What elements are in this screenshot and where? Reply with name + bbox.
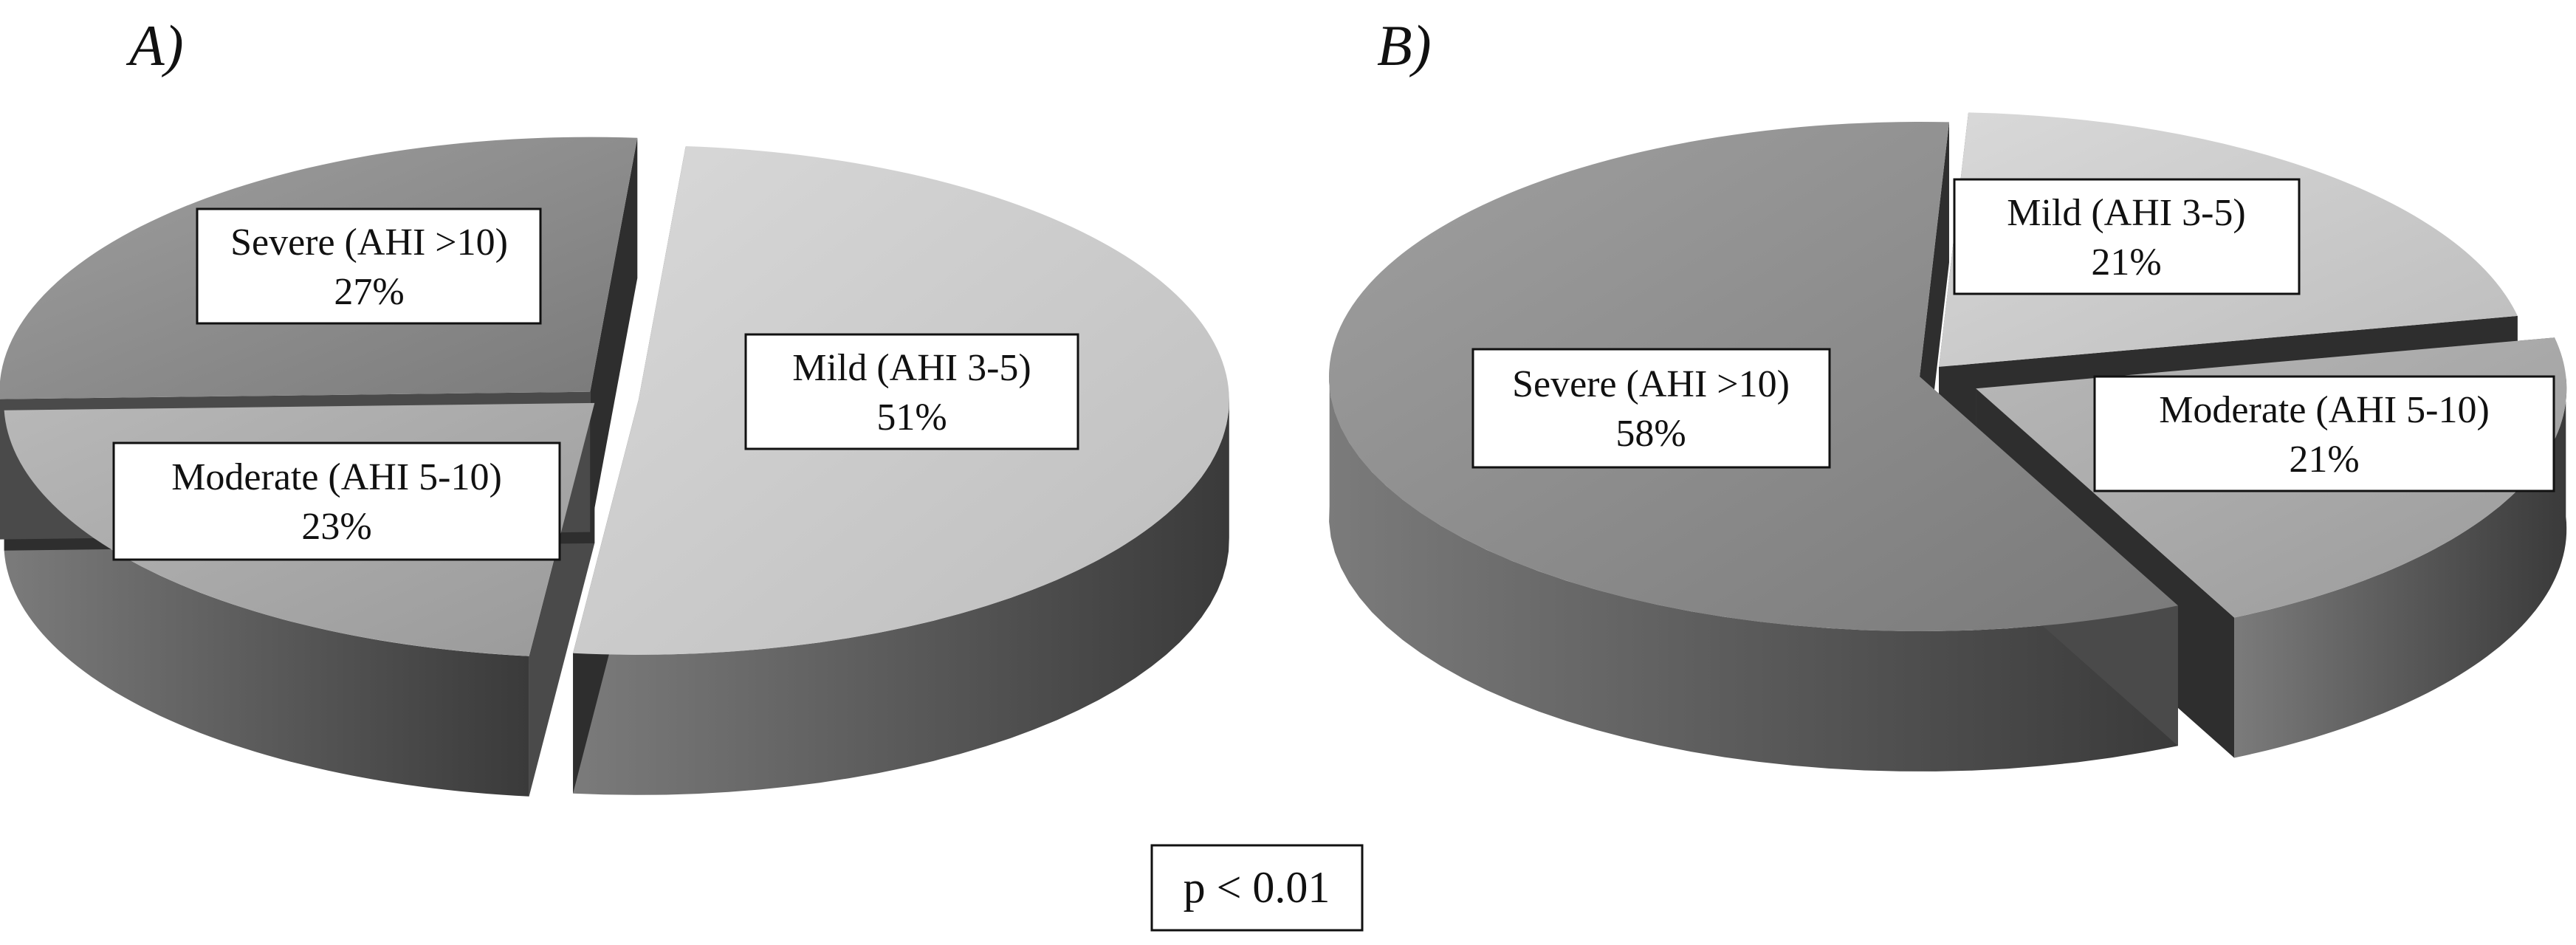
p-value-text: p < 0.01 — [1184, 863, 1330, 912]
slice-name-b-mild: Mild (AHI 3-5) — [2007, 192, 2246, 234]
slice-value-b-moderate: 21% — [2289, 439, 2359, 481]
slice-label-a-severe: Severe (AHI >10) 27% — [196, 207, 542, 325]
slice-wall-severe — [590, 137, 638, 532]
slice-side-mild — [573, 397, 1229, 795]
p-value-annotation: p < 0.01 — [1150, 844, 1364, 932]
slice-name-b-severe: Severe (AHI >10) — [1512, 363, 1790, 405]
slice-name-a-moderate: Moderate (AHI 5-10) — [171, 456, 502, 498]
slice-name-a-severe: Severe (AHI >10) — [230, 221, 508, 264]
slice-value-a-severe: 27% — [334, 271, 404, 313]
slice-side-moderate — [4, 410, 529, 797]
panel-label-b: B) — [1377, 13, 1432, 78]
slice-label-b-mild: Mild (AHI 3-5) 21% — [1953, 178, 2301, 295]
slice-value-b-mild: 21% — [2091, 241, 2161, 284]
slice-name-a-mild: Mild (AHI 3-5) — [792, 347, 1031, 389]
panel-label-a: A) — [126, 13, 184, 78]
slice-value-b-severe: 58% — [1615, 413, 1686, 455]
slice-side-moderate — [2234, 376, 2567, 758]
slice-label-a-moderate: Moderate (AHI 5-10) 23% — [112, 441, 561, 561]
slice-label-b-severe: Severe (AHI >10) 58% — [1471, 348, 1831, 469]
slice-label-b-moderate: Moderate (AHI 5-10) 21% — [2093, 375, 2555, 492]
slice-label-a-mild: Mild (AHI 3-5) 51% — [744, 333, 1079, 450]
slice-side-severe — [1329, 365, 2178, 772]
slice-value-a-moderate: 23% — [301, 506, 371, 548]
slice-value-a-mild: 51% — [876, 396, 947, 439]
slice-name-b-moderate: Moderate (AHI 5-10) — [2159, 389, 2490, 431]
